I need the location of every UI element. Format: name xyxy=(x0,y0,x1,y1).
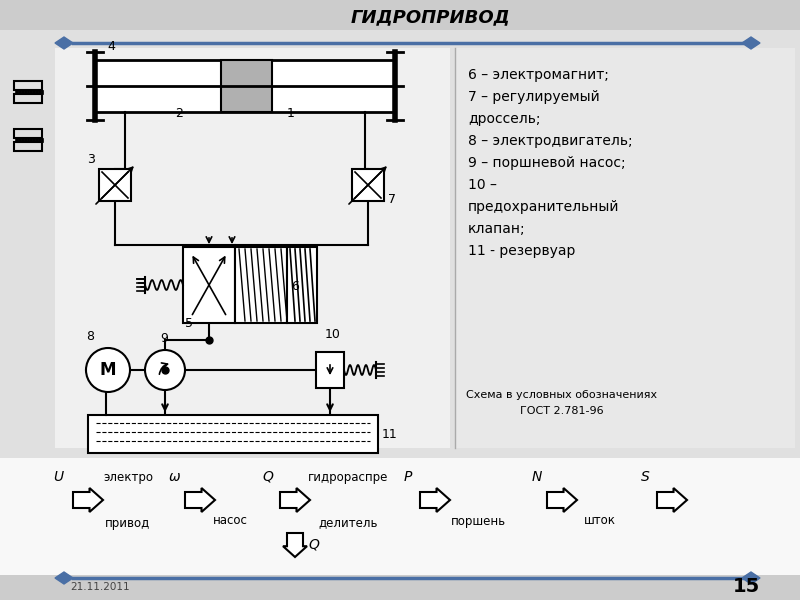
Text: поршень: поршень xyxy=(450,514,506,527)
Polygon shape xyxy=(742,572,760,584)
Bar xyxy=(95,60,395,112)
Text: 3: 3 xyxy=(87,153,95,166)
Text: клапан;: клапан; xyxy=(468,222,526,236)
Text: дроссель;: дроссель; xyxy=(468,112,541,126)
Bar xyxy=(18,90,21,94)
Bar xyxy=(316,352,344,388)
Text: ГИДРОПРИВОД: ГИДРОПРИВОД xyxy=(350,8,510,26)
Text: ГОСТ 2.781-96: ГОСТ 2.781-96 xyxy=(520,406,604,416)
Bar xyxy=(24,90,26,94)
Bar xyxy=(30,90,32,94)
Polygon shape xyxy=(280,488,310,512)
Text: Схема в условных обозначениях: Схема в условных обозначениях xyxy=(466,390,658,400)
Bar xyxy=(88,415,378,453)
Text: 10: 10 xyxy=(325,328,341,341)
Bar xyxy=(14,94,42,103)
Text: 8 – электродвигатель;: 8 – электродвигатель; xyxy=(468,134,633,148)
Text: 9 – поршневой насос;: 9 – поршневой насос; xyxy=(468,156,626,170)
Bar xyxy=(15,138,18,142)
Bar xyxy=(26,90,30,94)
Bar xyxy=(455,48,795,448)
Text: S: S xyxy=(641,470,650,484)
Bar xyxy=(35,90,38,94)
Text: 6 – электромагнит;: 6 – электромагнит; xyxy=(468,68,609,82)
Bar xyxy=(14,129,42,138)
Text: 8: 8 xyxy=(86,330,94,343)
Text: ω: ω xyxy=(169,470,181,484)
Text: 15: 15 xyxy=(733,577,760,596)
Text: М: М xyxy=(100,361,116,379)
Bar xyxy=(21,138,24,142)
Bar xyxy=(99,169,131,201)
Text: 5: 5 xyxy=(185,317,193,330)
Polygon shape xyxy=(55,37,73,49)
Text: насос: насос xyxy=(213,514,247,527)
Bar xyxy=(0,30,800,460)
Bar xyxy=(287,247,317,323)
Text: 7 – регулируемый: 7 – регулируемый xyxy=(468,90,600,104)
Bar xyxy=(26,138,30,142)
Text: 7: 7 xyxy=(388,193,396,206)
Text: N: N xyxy=(532,470,542,484)
Polygon shape xyxy=(420,488,450,512)
Text: 21.11.2011: 21.11.2011 xyxy=(70,582,130,592)
Bar xyxy=(0,575,800,600)
Text: 6: 6 xyxy=(291,280,299,293)
Polygon shape xyxy=(55,572,73,584)
Bar xyxy=(235,247,287,323)
Bar xyxy=(32,138,35,142)
Circle shape xyxy=(86,348,130,392)
Bar xyxy=(30,138,32,142)
Text: U: U xyxy=(53,470,63,484)
Bar xyxy=(0,458,800,578)
Text: Q: Q xyxy=(308,538,319,552)
Polygon shape xyxy=(185,488,215,512)
Text: делитель: делитель xyxy=(318,517,378,529)
Polygon shape xyxy=(657,488,687,512)
Bar xyxy=(14,142,42,151)
Bar xyxy=(24,138,26,142)
Bar xyxy=(35,138,38,142)
Text: 2: 2 xyxy=(175,107,183,120)
Text: привод: привод xyxy=(106,517,150,529)
Text: 11: 11 xyxy=(382,427,398,440)
Bar xyxy=(41,138,43,142)
Text: гидрораспре: гидрораспре xyxy=(308,470,388,484)
Text: 1: 1 xyxy=(287,107,295,120)
Polygon shape xyxy=(742,37,760,49)
Bar xyxy=(38,138,41,142)
Polygon shape xyxy=(547,488,577,512)
Bar xyxy=(38,90,41,94)
Bar xyxy=(14,81,42,90)
Bar xyxy=(15,90,18,94)
Text: 9: 9 xyxy=(160,332,168,345)
Text: 4: 4 xyxy=(107,40,115,53)
Bar xyxy=(352,169,384,201)
Text: 10 –: 10 – xyxy=(468,178,497,192)
Bar xyxy=(32,90,35,94)
Text: 11 - резервуар: 11 - резервуар xyxy=(468,244,575,258)
Bar xyxy=(41,90,43,94)
Text: электро: электро xyxy=(103,470,153,484)
Text: шток: шток xyxy=(584,514,616,527)
Text: предохранительный: предохранительный xyxy=(468,200,619,214)
Polygon shape xyxy=(73,488,103,512)
Polygon shape xyxy=(283,533,307,557)
Bar xyxy=(221,60,272,112)
Bar xyxy=(0,0,800,30)
Bar xyxy=(21,90,24,94)
Text: P: P xyxy=(404,470,412,484)
Bar xyxy=(183,247,235,323)
Bar xyxy=(55,48,450,448)
Bar xyxy=(18,138,21,142)
Text: Q: Q xyxy=(262,470,274,484)
Circle shape xyxy=(145,350,185,390)
